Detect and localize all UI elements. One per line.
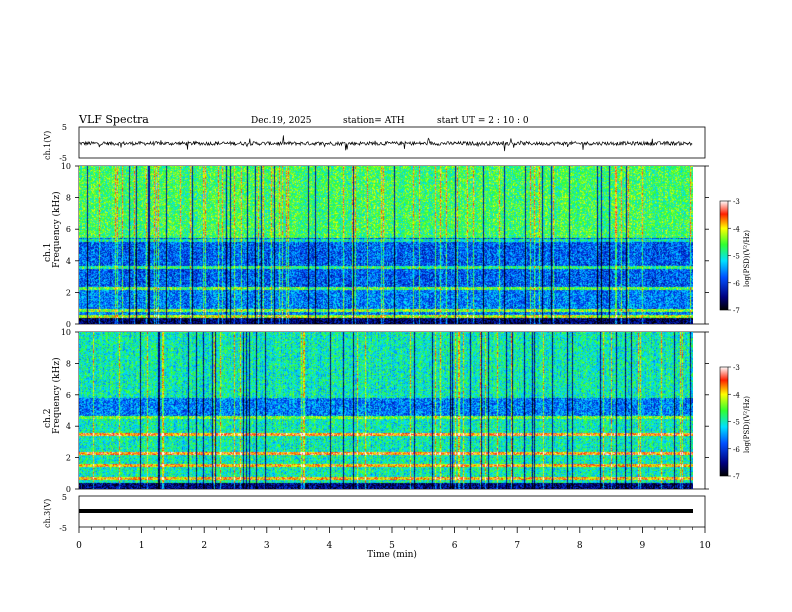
ch1-colorbar: -3 -4 -5 -6 -7 log(PSD)(V²/Hz) (719, 198, 751, 315)
freq-tick-label: 0 (66, 485, 71, 494)
freq-tick-label: 6 (66, 391, 71, 400)
time-axis-ticks: 0 1 2 3 4 5 6 7 8 9 10 (76, 527, 711, 551)
colorbar-tick-label: -4 (733, 391, 740, 399)
time-tick-label: 10 (699, 541, 711, 551)
ch1-ytick-top: 5 (62, 123, 67, 132)
ch2-freq-ticks: 10 8 6 4 2 0 (61, 328, 709, 494)
colorbar-tick-label: -5 (733, 419, 740, 427)
colorbar-tick-label: -7 (733, 307, 740, 315)
time-tick-label: 7 (514, 541, 520, 551)
ch2-colorbar-ticks: -3 -4 -5 -6 -7 (728, 364, 740, 481)
ch1-waveform-frame (78, 126, 706, 159)
ch1-ylabel: ch.1(V) (43, 131, 52, 160)
freq-tick-label: 2 (66, 288, 71, 297)
freq-tick-label: 8 (66, 194, 71, 203)
ch1-colorbar-label: log(PSD)(V²/Hz) (743, 230, 751, 287)
ch2-freq-ylabel: Frequency (kHz) (51, 357, 62, 434)
ch1-waveform-trace (79, 135, 693, 152)
freq-tick-label: 4 (66, 257, 71, 266)
start-time-label: start UT = 2 : 10 : 0 (437, 116, 529, 126)
ch1-freq-ylabel-line1: ch.1 (43, 243, 53, 262)
figure-title: VLF Spectra (78, 113, 149, 126)
freq-tick-label: 0 (66, 320, 71, 329)
colorbar-tick-label: -4 (733, 225, 740, 233)
ch2-colorbar-strip (719, 366, 729, 477)
colorbar-tick-label: -6 (733, 280, 740, 288)
time-tick-label: 3 (264, 541, 270, 551)
ch3-waveform-trace (79, 509, 693, 513)
ch1-spectrogram-panel: 10 8 6 4 2 0 ch.1 Frequency (kHz) (43, 162, 709, 329)
station-label: station= ATH (343, 116, 405, 126)
time-tick-label: 5 (389, 541, 395, 551)
time-tick-label: 6 (452, 541, 458, 551)
ch3-ytick-top: 5 (62, 493, 67, 502)
ch1-spectrogram-image (79, 166, 693, 324)
ch1-waveform-panel: 5 -5 ch.1(V) (43, 123, 706, 163)
ch3-waveform-panel: 5 -5 ch.3(V) (43, 493, 706, 533)
date-label: Dec.19, 2025 (251, 116, 312, 126)
freq-tick-label: 4 (66, 422, 71, 431)
time-axis-label: Time (min) (367, 549, 417, 560)
ch1-colorbar-ticks: -3 -4 -5 -6 -7 (728, 198, 740, 315)
freq-tick-label: 6 (66, 225, 71, 234)
time-tick-label: 2 (201, 541, 207, 551)
ch2-colorbar-label: log(PSD)(V²/Hz) (743, 396, 751, 453)
ch1-ytick-bottom: -5 (59, 154, 67, 163)
ch1-freq-ticks: 10 8 6 4 2 0 (61, 162, 709, 329)
ch1-colorbar-strip (719, 200, 729, 311)
colorbar-tick-label: -3 (733, 364, 740, 372)
ch2-spectrogram-panel: 10 8 6 4 2 0 ch.2 Frequency (kHz) (43, 328, 709, 494)
ch1-freq-ylabel: Frequency (kHz) (51, 191, 62, 268)
ch3-ylabel: ch.3(V) (43, 499, 52, 528)
time-tick-label: 9 (640, 541, 646, 551)
freq-tick-label: 8 (66, 359, 71, 368)
colorbar-tick-label: -6 (733, 446, 740, 454)
colorbar-tick-label: -7 (733, 473, 740, 481)
time-tick-label: 8 (577, 541, 583, 551)
ch2-colorbar: -3 -4 -5 -6 -7 log(PSD)(V²/Hz) (719, 364, 751, 481)
ch3-ytick-bottom: -5 (59, 524, 67, 533)
freq-tick-label: 10 (61, 162, 71, 171)
time-tick-label: 4 (327, 541, 333, 551)
ch2-spectrogram-image (79, 332, 693, 489)
freq-tick-label: 2 (66, 454, 71, 463)
time-tick-label: 1 (139, 541, 145, 551)
colorbar-tick-label: -3 (733, 198, 740, 206)
colorbar-tick-label: -5 (733, 253, 740, 261)
time-tick-label: 0 (76, 541, 82, 551)
ch2-freq-ylabel-line1: ch.2 (43, 409, 53, 428)
freq-tick-label: 10 (61, 328, 71, 337)
